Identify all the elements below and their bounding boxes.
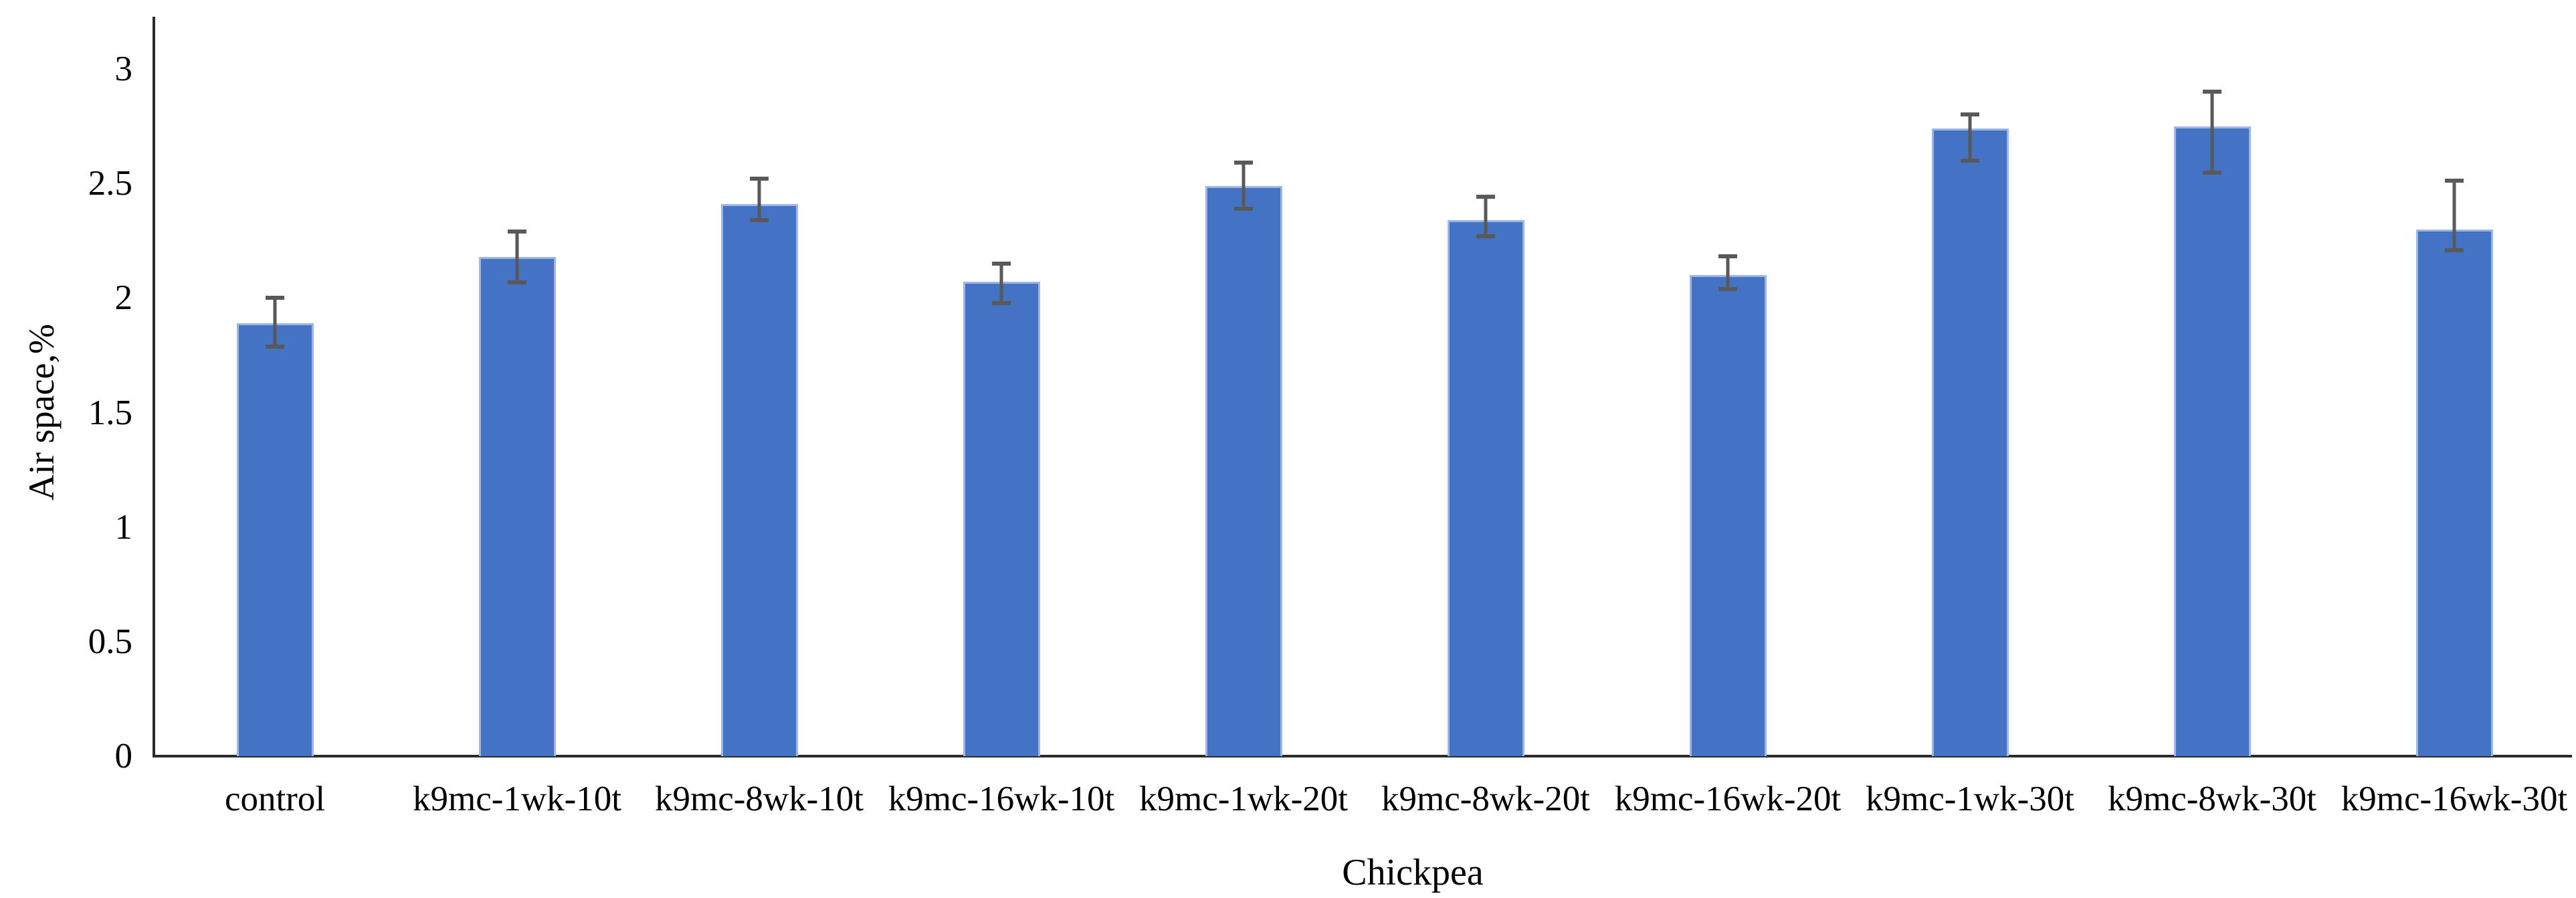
error-bar — [2203, 89, 2221, 175]
bar — [1689, 275, 1767, 756]
bar — [478, 256, 556, 756]
error-bar-stem — [999, 261, 1003, 305]
x-tick-label: k9mc-1wk-10t — [412, 780, 622, 818]
y-tick-label: 0 — [114, 737, 133, 776]
error-bar-stem — [1242, 161, 1246, 211]
error-bar — [1718, 254, 1737, 292]
x-axis-title: Chickpea — [1342, 852, 1484, 893]
error-bar-cap-bottom — [1476, 234, 1495, 239]
error-bar-cap-top — [1961, 112, 1979, 117]
bar — [963, 282, 1040, 756]
x-tick-label: k9mc-8wk-20t — [1381, 780, 1591, 818]
x-tick-label: k9mc-16wk-30t — [2341, 780, 2568, 818]
error-bar-cap-top — [2445, 179, 2464, 183]
error-bar-stem — [1484, 195, 1488, 239]
x-tick-label: control — [224, 780, 326, 818]
y-axis-title-text: Air space,% — [21, 324, 62, 501]
error-bar-stem — [273, 295, 277, 349]
error-bar-cap-bottom — [2445, 248, 2464, 252]
error-bar — [992, 261, 1011, 305]
x-tick-label: k9mc-1wk-20t — [1138, 780, 1349, 818]
error-bar-cap-top — [1234, 161, 1253, 165]
error-bar-cap-top — [1718, 254, 1737, 259]
error-bar-stem — [2210, 89, 2214, 175]
y-axis-line — [153, 17, 155, 757]
bar — [236, 323, 314, 756]
error-bar-cap-top — [992, 261, 1011, 266]
y-tick-label: 1 — [114, 507, 133, 547]
error-bar-cap-top — [1476, 195, 1495, 199]
x-tick-label: k9mc-8wk-10t — [654, 780, 864, 818]
error-bar-cap-bottom — [1718, 287, 1737, 292]
error-bar-cap-bottom — [508, 280, 526, 284]
error-bar — [1476, 195, 1495, 239]
error-bar-cap-bottom — [266, 344, 284, 349]
y-tick-label: 1.5 — [88, 393, 132, 432]
error-bar-cap-top — [750, 176, 769, 181]
error-bar-stem — [757, 176, 761, 223]
error-bar-stem — [1726, 254, 1730, 292]
error-bar — [1234, 161, 1253, 211]
error-bar-cap-bottom — [992, 300, 1011, 305]
y-tick-label: 0.5 — [88, 622, 132, 661]
bar — [2415, 229, 2493, 756]
error-bar-cap-bottom — [750, 218, 769, 223]
bar — [1447, 220, 1524, 756]
y-tick-label: 2 — [114, 278, 133, 318]
x-tick-label: k9mc-1wk-30t — [1865, 780, 2075, 818]
bar — [720, 204, 798, 756]
error-bar-cap-top — [266, 295, 284, 300]
error-bar — [1961, 112, 1979, 163]
error-bar-cap-top — [2203, 89, 2221, 94]
error-bar-cap-top — [508, 229, 526, 234]
error-bar-cap-bottom — [1961, 159, 1979, 163]
y-tick-label: 3 — [114, 50, 133, 89]
x-axis-line — [153, 755, 2572, 757]
error-bar — [266, 295, 284, 349]
error-bar-stem — [1968, 112, 1972, 163]
error-bar — [750, 176, 769, 223]
bar — [2173, 126, 2251, 756]
error-bar — [508, 229, 526, 284]
x-tick-label: k9mc-8wk-30t — [2107, 780, 2317, 818]
bar — [1931, 128, 2009, 756]
error-bar-stem — [2452, 179, 2456, 252]
bar — [1205, 185, 1282, 756]
error-bar — [2445, 179, 2464, 252]
x-tick-label: k9mc-16wk-20t — [1614, 780, 1842, 818]
error-bar-cap-bottom — [2203, 170, 2221, 175]
x-tick-label: k9mc-16wk-10t — [888, 780, 1115, 818]
error-bar-cap-bottom — [1234, 207, 1253, 211]
error-bar-stem — [515, 229, 519, 284]
y-tick-label: 2.5 — [88, 164, 132, 203]
